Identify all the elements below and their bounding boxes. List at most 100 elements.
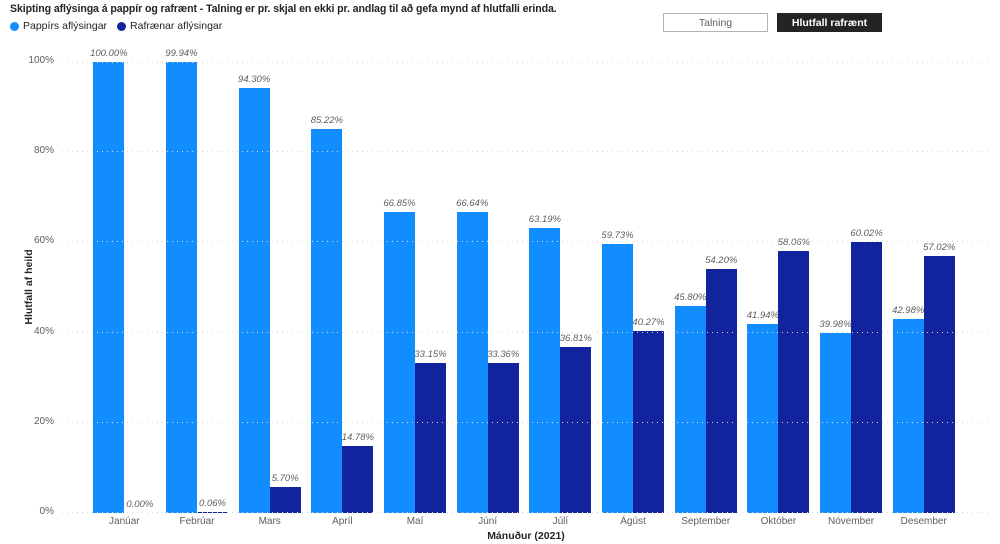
legend-label-rafraenar: Rafrænar aflýsingar	[130, 20, 223, 32]
x-axis-labels: Janúar Febrúar Mars Apríl Maí Júní Júlí Ágúst Se…	[88, 516, 960, 527]
bar-pappirs-Mars[interactable]	[238, 88, 270, 513]
bar-pappirs-Nóvember[interactable]	[820, 333, 852, 513]
y-tick-label: 100%	[28, 55, 54, 66]
bar-slot: 63.19%	[528, 62, 561, 513]
bar-slot: 57.02%	[923, 62, 955, 513]
plot-area: 100.00% 0.00% 99.94% 0.06% 94.30% 5.70% 85.22%…	[28, 48, 990, 517]
bar-label: 85.22%	[310, 115, 343, 126]
bar-rafraenar-Nóvember[interactable]	[851, 242, 883, 513]
bar-slot: 94.30%	[238, 62, 271, 513]
bar-label: 60.02%	[850, 228, 883, 239]
x-tick-label: September	[681, 516, 731, 527]
bar-label: 54.20%	[705, 255, 738, 266]
legend-item-pappirs[interactable]: Pappírs aflýsingar	[10, 20, 107, 32]
bar-group-September: 45.80% 54.20%	[669, 62, 742, 513]
bar-slot: 60.02%	[850, 62, 883, 513]
bar-group-Desember: 42.98% 57.02%	[887, 62, 960, 513]
bar-label: 40.27%	[632, 317, 665, 328]
bar-rafraenar-Mars[interactable]	[269, 487, 301, 513]
x-axis-title: Mánuður (2021)	[487, 530, 565, 542]
x-tick-label: Desember	[900, 516, 947, 527]
bar-pappirs-Apríl[interactable]	[311, 129, 343, 513]
bar-slot: 41.94%	[746, 62, 779, 513]
bar-slot: 100.00%	[90, 48, 128, 513]
hlutfall-rafraent-button[interactable]: Hlutfall rafrænt	[777, 13, 882, 32]
legend: Pappírs aflýsingar Rafrænar aflýsingar	[10, 20, 222, 32]
bar-pappirs-Ágúst[interactable]	[602, 244, 634, 513]
bar-label: 33.36%	[487, 349, 520, 360]
legend-dot-rafraenar-icon	[117, 21, 127, 31]
bar-pappirs-Desember[interactable]	[892, 319, 924, 513]
x-tick-label: Ágúst	[620, 516, 646, 527]
bar-slot: 0.06%	[197, 62, 228, 513]
bar-label: 66.64%	[456, 198, 489, 209]
bar-slot: 42.98%	[892, 62, 925, 513]
x-tick-label: Nóvember	[827, 516, 875, 527]
bar-rafraenar-Júlí[interactable]	[560, 347, 592, 513]
bar-rafraenar-Maí[interactable]	[415, 363, 447, 513]
bar-pappirs-Október[interactable]	[747, 324, 779, 513]
bar-label: 33.15%	[414, 349, 447, 360]
view-toggle-group: Talning Hlutfall rafrænt	[663, 13, 882, 32]
y-axis-title: Hlutfall af heild	[23, 249, 35, 325]
y-tick-label: 0%	[39, 506, 54, 517]
legend-dot-pappirs-icon	[10, 21, 19, 31]
bar-label: 59.73%	[601, 230, 634, 241]
bar-pappirs-Júní[interactable]	[456, 212, 488, 513]
y-tick-label: 40%	[33, 326, 54, 337]
bar-pappirs-Janúar[interactable]	[93, 62, 125, 513]
bar-label: 42.98%	[892, 305, 925, 316]
bar-group-Nóvember: 39.98% 60.02%	[815, 62, 888, 513]
bar-slot: 36.81%	[559, 62, 592, 513]
bar-label: 0.06%	[199, 498, 226, 509]
chart-title: Skipting aflýsinga á pappír og rafrænt -…	[10, 3, 557, 15]
bar-pappirs-September[interactable]	[674, 306, 706, 513]
bar-label: 100.00%	[90, 48, 128, 59]
x-tick-label: Mars	[258, 516, 281, 527]
bar-slot: 58.06%	[777, 62, 810, 513]
bar-rafraenar-Október[interactable]	[778, 251, 810, 513]
bar-label: 58.06%	[777, 237, 810, 248]
x-tick-label: Júlí	[552, 516, 569, 527]
bar-slot: 14.78%	[342, 62, 374, 513]
bar-rafraenar-September[interactable]	[705, 269, 737, 513]
x-tick-label: Apríl	[332, 516, 353, 527]
bar-group-Júlí: 63.19% 36.81%	[524, 62, 597, 513]
bar-slot: 39.98%	[819, 62, 852, 513]
bar-label: 63.19%	[528, 214, 561, 225]
bar-group-Apríl: 85.22% 14.78%	[306, 62, 379, 513]
bar-slot: 5.70%	[269, 62, 301, 513]
bar-slot: 59.73%	[601, 62, 634, 513]
bar-rafraenar-Desember[interactable]	[923, 256, 955, 513]
bar-label: 41.94%	[746, 310, 779, 321]
bar-label: 0.00%	[126, 499, 154, 510]
bar-slot: 54.20%	[705, 62, 738, 513]
bar-rafraenar-Apríl[interactable]	[342, 446, 374, 513]
bar-label: 94.30%	[238, 74, 271, 85]
y-tick-label: 20%	[33, 416, 54, 427]
talning-button[interactable]: Talning	[663, 13, 768, 32]
bar-pappirs-Maí[interactable]	[384, 212, 416, 513]
bar-group-Janúar: 100.00% 0.00%	[88, 48, 161, 513]
gridline	[62, 512, 990, 513]
bar-slot: 66.64%	[456, 62, 489, 513]
bar-label: 36.81%	[559, 333, 592, 344]
x-tick-label: Janúar	[109, 516, 140, 527]
bar-group-Mars: 94.30% 5.70%	[233, 62, 306, 513]
bar-pappirs-Júlí[interactable]	[529, 228, 561, 513]
legend-item-rafraenar[interactable]: Rafrænar aflýsingar	[117, 20, 222, 32]
bar-label: 99.94%	[165, 48, 198, 59]
bar-slot: 33.15%	[414, 62, 447, 513]
bar-strip: 100.00% 0.00% 99.94% 0.06% 94.30% 5.70% 85.22%…	[88, 48, 960, 513]
bar-pappirs-Febrúar[interactable]	[166, 62, 197, 513]
bar-slot: 33.36%	[487, 62, 520, 513]
bar-group-Febrúar: 99.94% 0.06%	[161, 48, 234, 513]
x-tick-label: Febrúar	[179, 516, 215, 527]
bar-label: 5.70%	[271, 473, 299, 484]
bar-rafraenar-Júní[interactable]	[487, 363, 519, 513]
gridline	[62, 62, 990, 63]
bar-label: 39.98%	[819, 319, 852, 330]
bar-group-Ágúst: 59.73% 40.27%	[597, 62, 670, 513]
y-tick-label: 60%	[33, 235, 54, 246]
